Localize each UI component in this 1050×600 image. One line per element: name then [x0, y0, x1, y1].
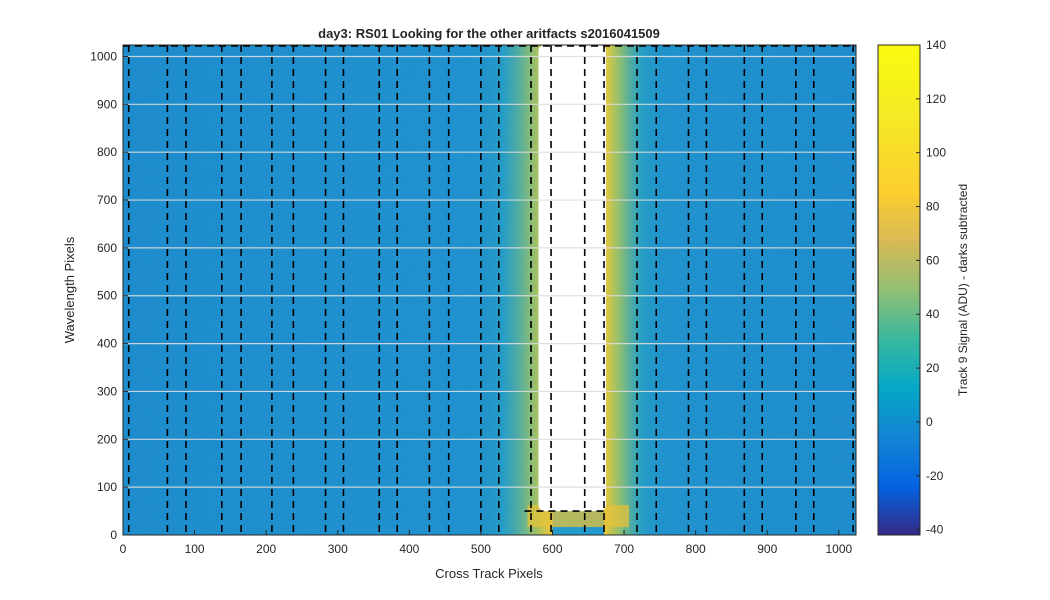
- x-tick-label: 800: [686, 542, 706, 556]
- colorbar-ticks: -40 -20 0 20 40 60 80 100 120 140: [916, 38, 946, 537]
- signal-glow: [462, 45, 675, 535]
- colorbar-tick-label: 0: [926, 415, 933, 429]
- dashed-boundary-lines: [123, 45, 856, 535]
- glow-right: [604, 45, 675, 535]
- y-axis-label: Wavelength Pixels: [62, 236, 77, 343]
- colorbar-tick-label: -40: [926, 523, 944, 537]
- plot-frame: [122, 44, 857, 536]
- y-tick-label: 400: [97, 337, 117, 351]
- x-tick-label: 600: [542, 542, 562, 556]
- y-tick-label: 100: [97, 480, 117, 494]
- colorbar-tick-label: -20: [926, 469, 944, 483]
- y-tick-label: 200: [97, 432, 117, 446]
- chart-title: day3: RS01 Looking for the other aritfac…: [318, 26, 660, 41]
- colorbar-tick-label: 40: [926, 307, 940, 321]
- colorbar-label: Track 9 Signal (ADU) - darks subtracted: [956, 184, 970, 396]
- x-tick-label: 100: [185, 542, 205, 556]
- x-tick-label: 300: [328, 542, 348, 556]
- glow-left: [462, 45, 553, 535]
- colorbar-tick-label: 60: [926, 253, 940, 267]
- y-axis-ticks: 0 100 200 300 400 500 600 700 800 900 1000: [90, 49, 128, 542]
- x-tick-label: 1000: [825, 542, 852, 556]
- x-tick-label: 500: [471, 542, 491, 556]
- y-tick-label: 300: [97, 384, 117, 398]
- y-tick-label: 600: [97, 241, 117, 255]
- colorbar-tick-label: 140: [926, 38, 946, 52]
- colorbar-tick-label: 100: [926, 146, 946, 160]
- x-tick-label: 200: [256, 542, 276, 556]
- x-tick-label: 0: [120, 542, 127, 556]
- heatmap-plot-area: [123, 45, 856, 535]
- colorbar-tick-label: 20: [926, 361, 940, 375]
- y-tick-label: 800: [97, 145, 117, 159]
- colorbar-tick-label: 80: [926, 200, 940, 214]
- x-tick-label: 900: [757, 542, 777, 556]
- y-tick-label: 700: [97, 193, 117, 207]
- y-tick-label: 500: [97, 289, 117, 303]
- colorbar: [877, 44, 921, 536]
- y-tick-label: 1000: [90, 49, 117, 63]
- x-axis-ticks: 0 100 200 300 400 500 600 700 800 900 1000: [120, 530, 852, 556]
- y-tick-label: 0: [110, 528, 117, 542]
- y-tick-label: 900: [97, 97, 117, 111]
- colorbar-tick-label: 120: [926, 92, 946, 106]
- saturated-region: [538, 45, 607, 512]
- x-tick-label: 400: [399, 542, 419, 556]
- x-tick-label: 700: [614, 542, 634, 556]
- horizontal-gridlines: [123, 55, 856, 488]
- x-axis-label: Cross Track Pixels: [435, 566, 543, 581]
